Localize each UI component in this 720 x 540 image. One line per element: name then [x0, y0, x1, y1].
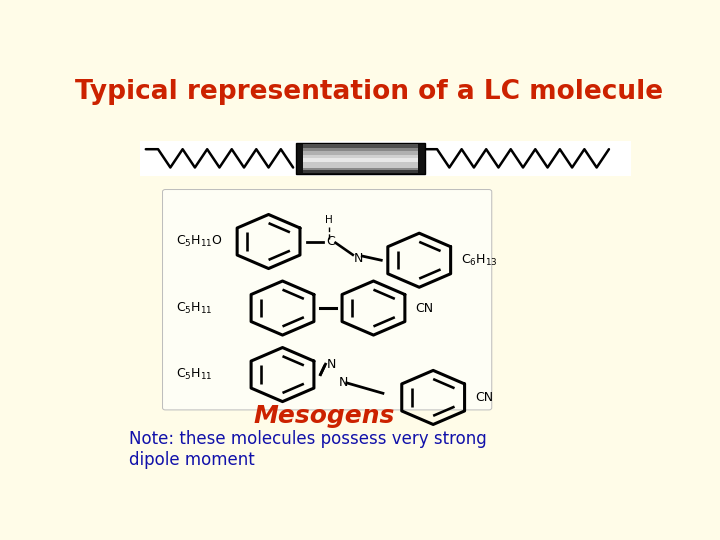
Bar: [303, 158, 418, 162]
Bar: [303, 154, 418, 158]
Bar: [297, 143, 425, 174]
Bar: [303, 144, 418, 148]
Text: Note: these molecules possess very strong
dipole moment: Note: these molecules possess very stron…: [129, 430, 487, 469]
Text: N: N: [338, 376, 348, 389]
Text: H: H: [325, 215, 333, 225]
Bar: [303, 162, 418, 168]
Bar: [140, 141, 631, 176]
Text: CN: CN: [475, 391, 493, 404]
Bar: [303, 170, 418, 173]
Text: $\mathregular{C_5H_{11}}$: $\mathregular{C_5H_{11}}$: [176, 367, 213, 382]
Text: Typical representation of a LC molecule: Typical representation of a LC molecule: [75, 79, 663, 105]
Bar: [303, 168, 418, 170]
Text: CN: CN: [415, 301, 433, 314]
Text: N: N: [327, 357, 336, 370]
Text: C: C: [326, 235, 335, 248]
FancyBboxPatch shape: [163, 190, 492, 410]
Text: N: N: [354, 252, 364, 265]
Text: $\mathregular{C_5H_{11}O}$: $\mathregular{C_5H_{11}O}$: [176, 234, 223, 249]
Bar: [303, 152, 418, 154]
Text: Mesogens: Mesogens: [253, 404, 395, 428]
Bar: [303, 148, 418, 152]
Text: $\mathregular{C_6H_{13}}$: $\mathregular{C_6H_{13}}$: [461, 253, 498, 268]
Text: $\mathregular{C_5H_{11}}$: $\mathregular{C_5H_{11}}$: [176, 300, 213, 315]
